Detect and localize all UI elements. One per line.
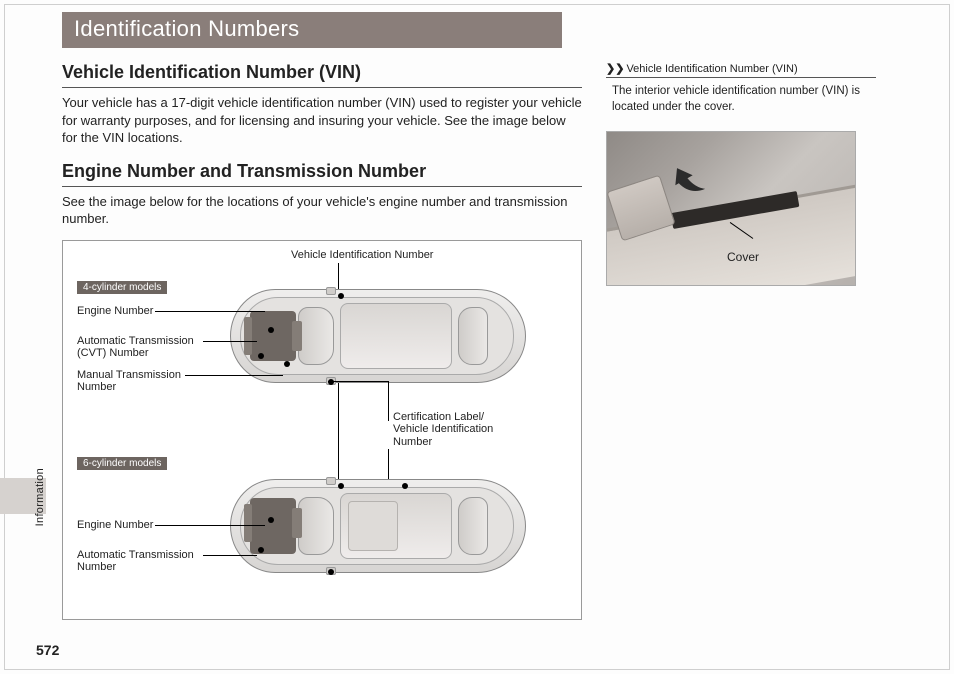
leader-line <box>185 375 283 376</box>
engine-body-text: See the image below for the locations of… <box>62 193 582 228</box>
sidebar-title: ❯❯Vehicle Identification Number (VIN) <box>606 62 876 78</box>
heading-rule <box>62 87 582 88</box>
page-number: 572 <box>36 642 59 658</box>
heading-engine: Engine Number and Transmission Number <box>62 161 582 182</box>
leader-line <box>388 381 389 421</box>
diagram-label-manual-number: Manual Transmission Number <box>77 369 181 394</box>
vin-body-text: Your vehicle has a 17-digit vehicle iden… <box>62 94 582 147</box>
diagram-label-engine-number: Engine Number <box>77 305 153 318</box>
car-illustration-6cyl <box>228 471 528 581</box>
heading-vin: Vehicle Identification Number (VIN) <box>62 62 582 83</box>
diagram-label-certification: Certification Label/ Vehicle Identificat… <box>393 411 493 449</box>
diagram-label-at-number: Automatic Transmission Number <box>77 549 194 574</box>
section-label: Information <box>34 468 46 526</box>
leader-line <box>155 525 265 526</box>
diagram-vin-locations: Vehicle Identification Number 4-cylinder… <box>62 240 582 620</box>
leader-line <box>203 555 257 556</box>
diagram-label-vin: Vehicle Identification Number <box>291 249 433 262</box>
main-column: Vehicle Identification Number (VIN) Your… <box>62 62 582 620</box>
page-content: Identification Numbers Vehicle Identific… <box>62 12 902 620</box>
cover-label: Cover <box>727 250 759 264</box>
chevron-icon: ❯❯ <box>606 63 624 75</box>
leader-line <box>328 381 388 382</box>
sidebar-note: The interior vehicle identification numb… <box>612 84 876 115</box>
chapter-title-bar: Identification Numbers <box>62 12 562 48</box>
leader-line <box>203 341 257 342</box>
model-tag-6cyl: 6-cylinder models <box>77 457 167 470</box>
model-tag-4cyl: 4-cylinder models <box>77 281 167 294</box>
cover-figure: Cover <box>606 131 856 286</box>
diagram-label-engine-number: Engine Number <box>77 519 153 532</box>
sidebar-column: ❯❯Vehicle Identification Number (VIN) Th… <box>606 62 876 620</box>
heading-rule <box>62 186 582 187</box>
leader-line <box>155 311 265 312</box>
sidebar-title-text: Vehicle Identification Number (VIN) <box>626 63 797 75</box>
diagram-label-cvt-number: Automatic Transmission (CVT) Number <box>77 335 194 360</box>
